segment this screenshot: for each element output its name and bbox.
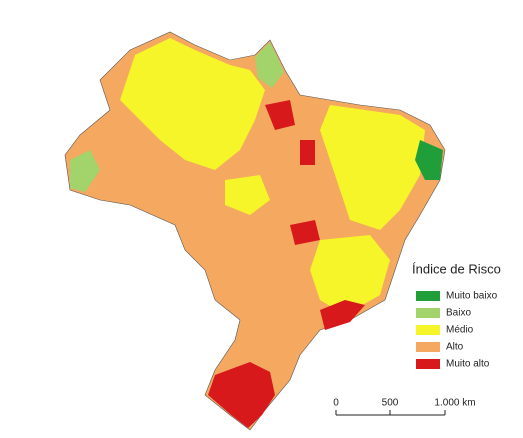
region-muito-alto: [290, 220, 320, 245]
region-medio: [225, 175, 270, 215]
region-muito-alto: [208, 362, 275, 428]
region-medio: [310, 235, 390, 315]
legend-label: Muito baixo: [446, 291, 498, 302]
legend-swatch: [416, 359, 440, 369]
scale-label: 0: [333, 398, 339, 409]
region-muito-alto: [320, 300, 365, 330]
region-medio: [120, 38, 265, 170]
legend-label: Muito alto: [446, 359, 490, 370]
region-baixo: [255, 42, 284, 88]
legend-label: Médio: [446, 325, 474, 336]
region-medio: [320, 105, 425, 230]
legend-label: Baixo: [446, 308, 471, 319]
scale-label: 1.000 km: [434, 398, 475, 409]
scale-bar: [335, 410, 446, 416]
region-muito-baixo: [415, 140, 443, 180]
legend-swatch: [416, 291, 440, 301]
legend: Muito baixo Baixo Médio Alto Muito alto: [416, 291, 498, 370]
region-muito-alto: [265, 100, 295, 130]
legend-swatch: [416, 342, 440, 352]
legend-swatch: [416, 325, 440, 335]
map: [64, 31, 446, 431]
legend-label: Alto: [446, 342, 464, 353]
legend-title: Índice de Risco: [412, 261, 501, 276]
legend-swatch: [416, 308, 440, 318]
region-muito-alto: [300, 140, 315, 165]
region-baixo: [70, 150, 100, 192]
scale-label: 500: [382, 398, 399, 409]
